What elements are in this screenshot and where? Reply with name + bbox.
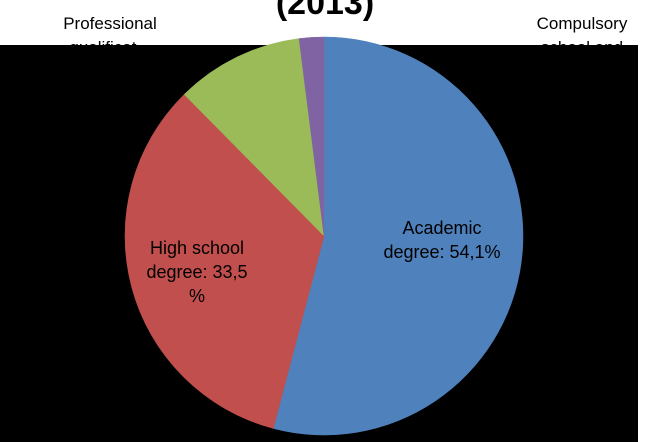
pie-slice-high-school-degree bbox=[124, 94, 325, 429]
slice-label-professional-qualification: Professional qualificat... bbox=[63, 14, 157, 57]
pie-slice-professional-qualification bbox=[183, 38, 325, 237]
pie-slice-compulsory-school-and-others bbox=[298, 36, 325, 237]
slice-label-high-school-degree: High school degree: 33,5% bbox=[146, 238, 247, 306]
slice-label-compulsory-school-and-others: Compulsory school and% bbox=[537, 14, 628, 81]
chart-title: (2013) bbox=[276, 0, 374, 22]
pie-slice-academic-degree bbox=[272, 36, 524, 436]
pie-slices bbox=[124, 36, 524, 436]
pie-labels: Academic degree: 54,1% High school degree: … bbox=[63, 14, 628, 306]
slice-label-academic-degree: Academic degree: 54,1% bbox=[383, 218, 500, 262]
